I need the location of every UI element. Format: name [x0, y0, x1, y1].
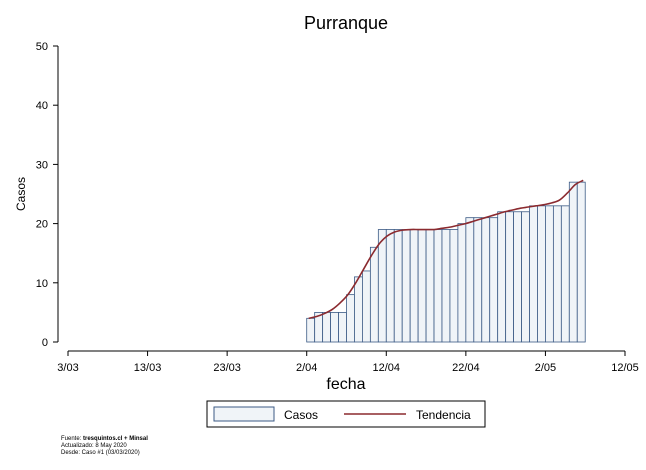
y-axis-label: Casos [14, 177, 28, 211]
x-tick-label: 12/05 [611, 362, 639, 374]
bar [545, 205, 554, 343]
bar [521, 211, 530, 343]
chart-title: Purranque [304, 13, 388, 33]
source-line-1: Fuente: tresquintos.cl + Minsal [61, 436, 148, 442]
x-tick-label: 23/03 [213, 362, 241, 374]
bar [417, 229, 427, 343]
bar [441, 229, 451, 343]
x-tick-label: 12/04 [373, 362, 401, 374]
bar [552, 205, 562, 343]
legend-swatch-casos [213, 406, 275, 422]
bar [354, 276, 363, 343]
legend: Casos Tendencia [206, 400, 486, 428]
bar [568, 181, 578, 343]
bar [393, 229, 403, 343]
bar [473, 217, 483, 343]
bar [322, 311, 331, 343]
y-tick-label: 30 [36, 159, 48, 171]
y-tick-label: 10 [36, 278, 48, 290]
x-tick-label: 2/04 [296, 362, 317, 374]
bar [497, 211, 507, 343]
bar [330, 311, 339, 343]
x-tick-label: 3/03 [57, 362, 78, 374]
source-line-3: Desde: Caso #1 (03/03/2020) [61, 450, 140, 456]
bar [338, 311, 347, 343]
bar [346, 294, 355, 343]
x-tick-label: 2/05 [535, 362, 556, 374]
bar [409, 229, 419, 343]
bar [369, 246, 379, 343]
y-ticks: 0 10 20 30 40 50 [36, 41, 58, 349]
bar [513, 211, 522, 343]
bar [306, 317, 316, 343]
bar [505, 211, 514, 343]
bar [425, 229, 435, 343]
y-tick-label: 0 [42, 337, 48, 349]
bar [537, 205, 546, 343]
x-ticks: 3/03 13/03 23/03 2/04 12/04 22/04 2/05 12/05 [57, 351, 639, 374]
bar [449, 229, 459, 343]
bars-group [306, 181, 586, 343]
source-note: Fuente: tresquintos.cl + Minsal Actualiz… [61, 436, 148, 457]
bar [401, 229, 411, 343]
bar [377, 229, 387, 343]
bar [481, 217, 491, 343]
y-tick-label: 20 [36, 219, 48, 231]
source-line-2: Actualizado: 8 May 2020 [61, 443, 127, 449]
bar [457, 223, 467, 343]
legend-label-casos: Casos [284, 408, 318, 422]
bar [433, 229, 443, 343]
x-tick-label: 13/03 [134, 362, 162, 374]
bar [465, 217, 475, 343]
bar [576, 181, 586, 343]
x-axis-label: fecha [326, 376, 365, 393]
bar [489, 217, 499, 343]
bar [362, 270, 371, 343]
x-tick-label: 22/04 [452, 362, 480, 374]
bar [560, 205, 570, 343]
bar [529, 205, 538, 343]
legend-label-tendencia: Tendencia [416, 408, 471, 422]
bar [385, 229, 395, 343]
y-tick-label: 50 [36, 41, 48, 53]
trend-line [308, 179, 584, 320]
y-tick-label: 40 [36, 100, 48, 112]
